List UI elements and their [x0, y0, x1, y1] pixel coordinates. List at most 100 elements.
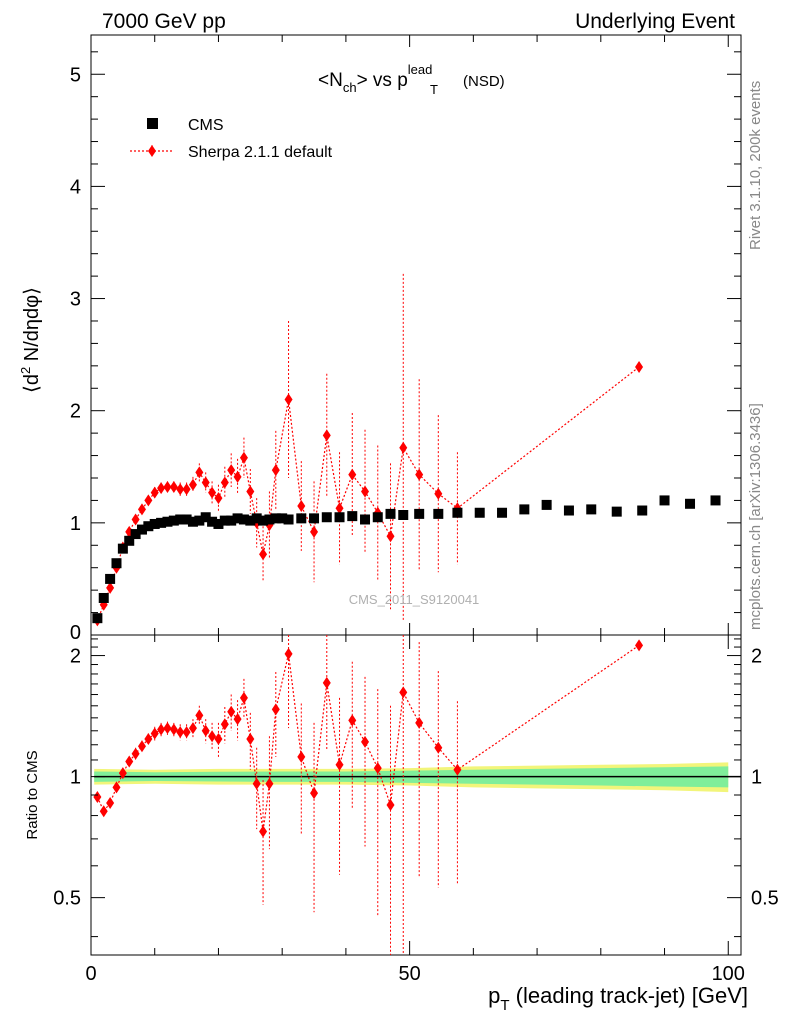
- cms-point: [117, 543, 128, 554]
- ratio-frame: [90, 634, 742, 956]
- sherpa-point: [386, 530, 395, 543]
- sherpa-point: [361, 485, 370, 498]
- sherpa-point: [195, 466, 204, 479]
- main-frame: [90, 34, 742, 636]
- ratio-sherpa-point: [259, 825, 268, 838]
- cms-point: [433, 508, 444, 519]
- ratio-ytick-label-left: 2: [70, 646, 81, 668]
- ratio-sherpa-point: [265, 777, 274, 790]
- ratio-sherpa-point: [434, 741, 443, 754]
- title-part-sup: lead: [408, 62, 433, 77]
- cms-point: [385, 508, 396, 519]
- ratio-sherpa-point: [361, 735, 370, 748]
- cms-point: [162, 516, 173, 527]
- sherpa-point: [239, 451, 248, 464]
- cms-point: [143, 521, 154, 532]
- cms-point: [497, 507, 508, 518]
- sherpa-point: [322, 429, 331, 442]
- ratio-sherpa-point: [246, 733, 255, 746]
- title-part-sub1: ch: [343, 80, 357, 95]
- ratio-sherpa-point: [182, 726, 191, 739]
- main-ytick-label: 3: [70, 289, 81, 311]
- main-ytick-label: 2: [70, 401, 81, 423]
- ratio-sherpa-point: [252, 777, 261, 790]
- cms-point: [277, 513, 288, 524]
- sherpa-point: [163, 480, 172, 493]
- ratio-sherpa-point: [227, 705, 236, 718]
- cms-point: [238, 514, 249, 525]
- ratio-xtick-label: 0: [85, 963, 96, 985]
- sherpa-point: [131, 513, 140, 526]
- cms-point: [685, 498, 696, 509]
- xlabel-part-post: (leading track-jet) [GeV]: [510, 983, 748, 1008]
- ratio-sherpa-point: [297, 750, 306, 763]
- cms-point: [519, 504, 530, 515]
- ratio-sherpa-point: [373, 762, 382, 775]
- cms-point: [334, 512, 345, 523]
- legend-label-sherpa: Sherpa 2.1.1 default: [188, 144, 333, 161]
- main-ytick-label: 5: [70, 64, 81, 86]
- cms-point: [149, 518, 160, 529]
- sherpa-point: [259, 548, 268, 561]
- sherpa-point: [137, 503, 146, 516]
- title-part-sub2: T: [430, 82, 438, 97]
- cms-point: [111, 558, 122, 569]
- cms-point: [156, 517, 167, 528]
- cms-point: [563, 505, 574, 516]
- rivet-label: Rivet 3.1.10, 200k events: [747, 81, 764, 250]
- ratio-sherpa-point: [348, 714, 357, 727]
- ratio-sherpa-point: [188, 722, 197, 735]
- main-ytick-label: 4: [70, 176, 81, 198]
- ratio-sherpa-point: [214, 733, 223, 746]
- ratio-sherpa-point: [144, 733, 153, 746]
- sherpa-point: [106, 581, 115, 594]
- ratio-sherpa-point: [176, 726, 185, 739]
- cms-point: [270, 513, 281, 524]
- ratio-sherpa-point: [453, 763, 462, 776]
- ratio-panel: Ratio to CMS 0.5 0.5 1 1 2 2 0 50 100: [24, 634, 779, 985]
- ratio-sherpa-point: [335, 758, 344, 771]
- ratio-sherpa-point: [169, 723, 178, 736]
- cms-point: [207, 516, 218, 527]
- ratio-ytick-label-left: 1: [70, 767, 81, 789]
- title-part-pre: <N: [318, 70, 343, 91]
- cms-point: [309, 513, 320, 524]
- ratio-sherpa-point: [93, 790, 102, 803]
- cms-point: [98, 592, 109, 603]
- cms-point: [296, 513, 307, 524]
- header-right: Underlying Event: [575, 10, 735, 33]
- ratio-sherpa-point: [112, 781, 121, 794]
- ratio-sherpa-point: [635, 639, 644, 652]
- main-ytick-label: 1: [70, 513, 81, 535]
- cms-point: [283, 514, 294, 525]
- ratio-sherpa-point: [157, 723, 166, 736]
- ratio-ytick-label-right: 1: [751, 767, 762, 789]
- ratio-sherpa-point: [271, 703, 280, 716]
- cms-point: [136, 524, 147, 535]
- ratio-sherpa-point: [150, 727, 159, 740]
- cms-point: [452, 507, 463, 518]
- ratio-sherpa-point: [125, 755, 134, 768]
- cms-point: [105, 573, 116, 584]
- sherpa-point: [220, 476, 229, 489]
- ratio-ylabel: Ratio to CMS: [24, 750, 41, 839]
- sherpa-point: [214, 492, 223, 505]
- cms-point: [232, 513, 243, 524]
- sherpa-point: [201, 476, 210, 489]
- cms-point: [659, 495, 670, 506]
- legend-marker-cms: [147, 118, 158, 129]
- sherpa-point: [271, 464, 280, 477]
- ratio-sherpa-point: [99, 805, 108, 818]
- mcplots-label: mcplots.cern.ch [arXiv:1306.3436]: [747, 403, 764, 630]
- sherpa-point: [227, 464, 236, 477]
- main-ticks: 1 2 3 4 5 0: [70, 35, 741, 644]
- cms-point: [168, 515, 179, 526]
- sherpa-point: [348, 468, 357, 481]
- ratio-sherpa-point: [106, 796, 115, 809]
- cms-point: [175, 514, 186, 525]
- cms-point: [124, 535, 135, 546]
- xlabel-part-sub: T: [500, 997, 509, 1014]
- sherpa-point: [144, 494, 153, 507]
- ratio-content: [93, 635, 741, 955]
- cms-point: [541, 499, 552, 510]
